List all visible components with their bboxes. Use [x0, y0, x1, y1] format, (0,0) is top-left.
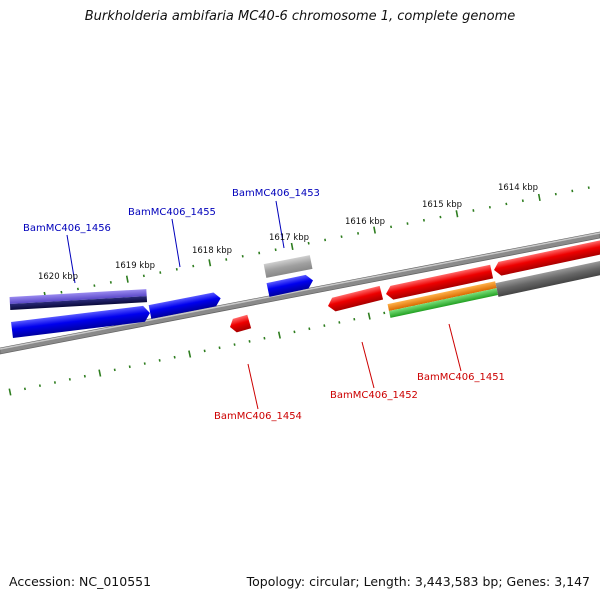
tick-row-upper [11, 186, 590, 304]
minor-tick [192, 264, 195, 268]
reverse-gene-feature [495, 258, 600, 297]
minor-tick [83, 374, 86, 378]
reverse-gene-feature [494, 238, 600, 276]
minor-tick [323, 324, 326, 327]
minor-tick [307, 241, 310, 245]
forward-callout-line [275, 200, 285, 249]
minor-tick [143, 362, 146, 365]
reverse-gene-feature [386, 264, 494, 300]
minor-tick [23, 387, 26, 391]
major-tick [537, 193, 541, 202]
major-tick [277, 331, 281, 339]
reverse-gene-feature [230, 314, 252, 333]
reverse-gene-label: BamMC406_1454 [214, 411, 302, 422]
minor-tick [38, 384, 41, 387]
minor-tick [521, 199, 524, 203]
forward-callout-line [66, 234, 76, 284]
major-tick [208, 259, 212, 267]
forward-gene-feature [11, 305, 150, 338]
minor-tick [274, 248, 277, 252]
minor-tick [218, 346, 221, 350]
minor-tick [505, 202, 508, 206]
minor-tick [173, 355, 176, 359]
minor-tick [203, 349, 206, 353]
major-tick [188, 350, 192, 358]
tick-label: 1618 kbp [192, 246, 232, 256]
reverse-gene-label: BamMC406_1452 [330, 390, 418, 401]
minor-tick [390, 225, 393, 229]
tick-label: 1614 kbp [498, 183, 538, 193]
minor-tick [587, 186, 590, 189]
minor-tick [308, 327, 311, 331]
forward-gene-feature [263, 255, 313, 278]
reverse-callout-line [448, 323, 462, 372]
forward-gene-label: BamMC406_1455 [128, 207, 216, 218]
genome-stats-text: Topology: circular; Length: 3,443,583 bp… [246, 574, 590, 589]
forward-gene-label: BamMC406_1456 [23, 223, 111, 234]
reverse-gene-feature [328, 285, 384, 312]
tick-label: 1620 kbp [38, 272, 78, 282]
minor-tick [340, 235, 343, 238]
minor-tick [68, 378, 71, 381]
major-tick [367, 312, 371, 320]
tick-label: 1617 kbp [269, 233, 309, 243]
minor-tick [422, 218, 425, 222]
map-title: Burkholderia ambifaria MC40-6 chromosome… [84, 9, 516, 24]
tick-label: 1619 kbp [115, 261, 155, 271]
minor-tick [158, 359, 161, 362]
accession-text: Accession: NC_010551 [9, 574, 152, 589]
reverse-callout-line [361, 341, 375, 389]
forward-callout-line [171, 218, 181, 268]
major-tick [290, 242, 294, 251]
minor-tick [225, 258, 228, 261]
major-tick [373, 226, 376, 234]
minor-tick [60, 290, 63, 294]
minor-tick [338, 321, 341, 324]
minor-tick [263, 336, 266, 340]
minor-tick [113, 368, 116, 372]
minor-tick [142, 274, 145, 278]
major-tick [98, 369, 102, 377]
minor-tick [53, 381, 56, 384]
tick-label: 1615 kbp [422, 200, 462, 210]
forward-gene-feature [9, 289, 148, 310]
minor-tick [293, 330, 296, 334]
minor-tick [383, 311, 386, 315]
reverse-gene-feature [387, 281, 499, 318]
major-tick [125, 275, 129, 283]
major-tick [8, 388, 12, 396]
forward-gene-feature [148, 292, 221, 319]
forward-gene-feature [266, 274, 313, 297]
minor-tick [128, 365, 131, 369]
minor-tick [248, 340, 251, 343]
tick-label: 1616 kbp [345, 217, 385, 227]
reverse-gene-label: BamMC406_1451 [417, 372, 505, 383]
major-tick [455, 210, 459, 218]
forward-gene-label: BamMC406_1453 [232, 188, 320, 199]
minor-tick [233, 343, 236, 346]
reverse-callout-line [247, 363, 259, 410]
minor-tick [439, 215, 442, 219]
minor-tick [76, 287, 79, 291]
minor-tick [357, 232, 360, 235]
minor-tick [109, 281, 112, 284]
